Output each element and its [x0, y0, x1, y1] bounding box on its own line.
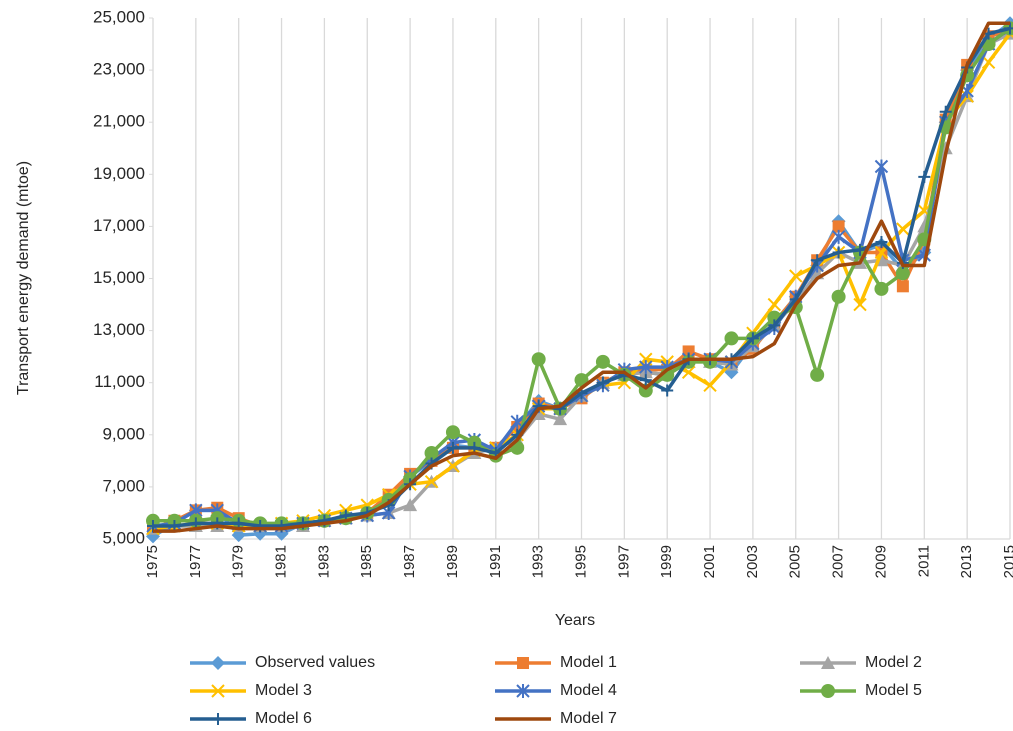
x-tick-label: 2009 [872, 545, 889, 578]
x-tick-label: 1995 [572, 545, 589, 578]
marker [874, 245, 889, 260]
marker [724, 331, 739, 346]
y-tick-label: 7,000 [102, 476, 145, 495]
series [147, 22, 1013, 532]
marker [939, 105, 952, 118]
y-tick-label: 5,000 [102, 528, 145, 547]
marker [895, 266, 910, 281]
x-tick-label: 2015 [1001, 545, 1013, 578]
x-tick-label: 2011 [915, 545, 932, 577]
marker [874, 159, 889, 174]
series [146, 26, 1013, 535]
marker [639, 374, 652, 387]
marker [595, 354, 610, 369]
x-tick-label: 2003 [744, 545, 761, 578]
x-tick-label: 1987 [401, 545, 418, 578]
x-tick-label: 2005 [787, 545, 804, 578]
x-tick-label: 1999 [658, 545, 675, 578]
series [153, 21, 1010, 533]
marker [831, 229, 846, 244]
y-tick-label: 13,000 [93, 320, 145, 339]
legend-label: Model 2 [865, 654, 922, 671]
legend-label: Model 1 [560, 654, 617, 671]
legend-label: Model 4 [560, 682, 617, 699]
x-tick-label: 1981 [273, 545, 290, 578]
x-tick-label: 1991 [487, 545, 504, 578]
marker [424, 474, 439, 489]
y-tick-label: 21,000 [93, 112, 145, 131]
marker [875, 236, 888, 249]
marker [832, 246, 845, 259]
series [147, 25, 1013, 535]
series-line [153, 21, 1010, 533]
marker [639, 360, 653, 375]
marker [767, 297, 782, 312]
marker [768, 319, 781, 332]
marker [853, 297, 867, 312]
x-tick-label: 1983 [315, 545, 332, 578]
x-tick-label: 1977 [187, 545, 204, 578]
series [146, 16, 1013, 544]
x-tick-label: 2013 [958, 545, 975, 578]
marker [831, 289, 846, 304]
x-tick-label: 1975 [144, 545, 161, 578]
marker [896, 280, 909, 293]
y-tick-label: 11,000 [94, 372, 145, 391]
marker [832, 220, 845, 233]
marker [821, 656, 835, 669]
marker [553, 412, 568, 426]
marker [212, 713, 224, 725]
marker [746, 332, 759, 345]
y-tick-label: 15,000 [93, 268, 145, 287]
y-tick-label: 25,000 [93, 7, 145, 26]
marker [981, 55, 996, 69]
marker [424, 446, 439, 461]
series [146, 21, 1013, 531]
marker [789, 269, 803, 283]
x-tick-label: 1993 [530, 545, 547, 578]
marker [403, 498, 418, 512]
marker [854, 243, 867, 256]
marker [682, 345, 695, 358]
marker [446, 441, 459, 454]
marker [446, 459, 460, 473]
x-tick-label: 1989 [444, 545, 461, 578]
marker [811, 254, 824, 267]
y-tick-label: 19,000 [93, 164, 145, 183]
legend-label: Model 6 [255, 710, 312, 727]
legend-label: Observed values [255, 654, 375, 671]
marker [874, 281, 889, 296]
series [146, 21, 1013, 533]
x-tick-label: 2007 [830, 545, 847, 578]
marker [918, 170, 931, 183]
y-tick-label: 23,000 [93, 60, 145, 79]
marker [517, 657, 529, 669]
marker [445, 425, 460, 440]
marker [516, 684, 530, 698]
y-axis-title: Transport energy demand (mtoe) [15, 161, 32, 395]
x-tick-label: 2001 [701, 545, 718, 578]
legend-label: Model 3 [255, 682, 312, 699]
series [146, 26, 1013, 536]
marker [681, 365, 696, 379]
marker [211, 684, 225, 698]
marker [211, 656, 225, 670]
y-tick-label: 9,000 [102, 424, 145, 443]
y-tick-label: 17,000 [93, 216, 145, 235]
x-tick-label: 1979 [230, 545, 247, 578]
marker [596, 376, 609, 389]
x-tick-label: 1997 [615, 545, 632, 578]
marker [703, 378, 717, 393]
marker [821, 684, 835, 698]
marker [661, 384, 674, 397]
marker [896, 222, 910, 236]
marker [531, 352, 546, 367]
x-tick-label: 1985 [358, 545, 375, 578]
marker [810, 367, 825, 382]
legend-label: Model 5 [865, 682, 922, 699]
x-axis-title: Years [555, 612, 595, 629]
legend-label: Model 7 [560, 710, 617, 727]
